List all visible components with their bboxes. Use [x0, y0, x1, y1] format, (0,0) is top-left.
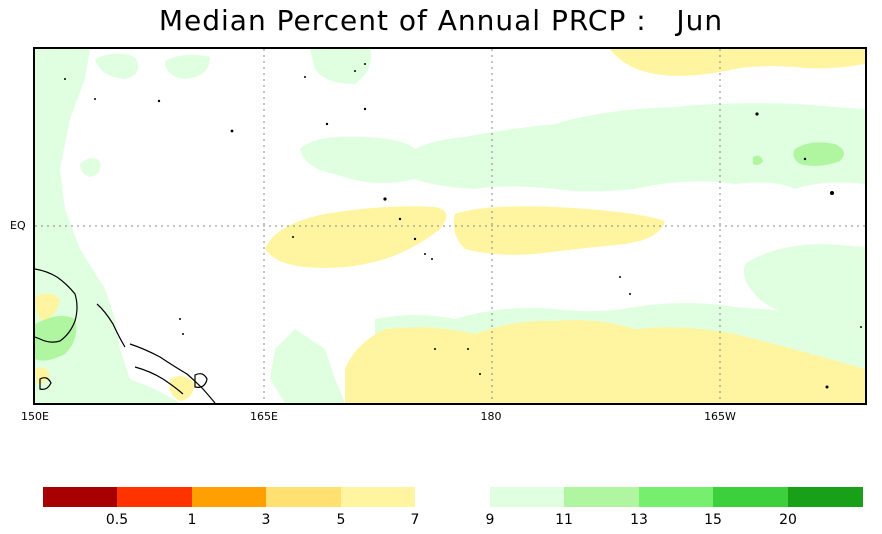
green-region-central-band — [300, 103, 865, 192]
map-title: Median Percent of Annual PRCP : Jun — [158, 4, 724, 37]
green-region-small-dot — [753, 155, 763, 165]
legend-tick-label: 1 — [187, 512, 197, 528]
legend-swatch-13-15 — [639, 487, 713, 507]
legend-swatch-7-9 — [415, 487, 490, 507]
yellow-region-south — [345, 320, 865, 403]
green-region-east-band — [743, 244, 865, 324]
legend-tick-label: 0.5 — [105, 512, 129, 528]
green-region-west-coast — [35, 49, 180, 403]
island-sw-1 — [39, 377, 52, 390]
legend-tick-label: 5 — [336, 512, 346, 528]
green-region-sw-spot — [35, 315, 77, 361]
yellow-region-sw-small3 — [35, 367, 50, 384]
legend-swatch-11-13 — [564, 487, 639, 507]
island-dots — [64, 63, 862, 389]
legend-tick-label: 11 — [555, 512, 573, 528]
yellow-region-top-east — [610, 49, 865, 76]
yellow-region-equator-west — [265, 206, 447, 268]
yellow-region-sw-small2 — [169, 375, 195, 401]
green-region-small-1 — [80, 158, 101, 177]
legend-tick-label: 20 — [779, 512, 797, 528]
legend-swatch-15-20 — [713, 487, 788, 507]
legend-tick-label: 3 — [261, 512, 271, 528]
green-region-north-tongue — [270, 329, 345, 403]
new-britain-coast — [96, 303, 126, 348]
legend-swatch-3-5 — [266, 487, 341, 507]
coastlines — [35, 268, 216, 403]
legend-tick-label: 9 — [485, 512, 495, 528]
green-region-top-blob1 — [95, 53, 139, 79]
legend-swatch-9-11 — [490, 487, 564, 507]
new-guinea-coast — [35, 268, 78, 343]
lon-label-165w: 165W — [704, 410, 736, 423]
solomons-coast — [129, 343, 216, 403]
map-panel — [33, 47, 867, 405]
graticule — [35, 49, 865, 403]
yellow-region-sw-small — [35, 293, 60, 321]
color-legend — [0, 487, 882, 507]
legend-tick-label: 13 — [630, 512, 648, 528]
green-region-east-spot — [793, 142, 844, 166]
lon-label-165e: 165E — [250, 410, 278, 423]
lon-label-150e: 150E — [21, 410, 49, 423]
legend-swatch-gt20 — [788, 487, 863, 507]
legend-tick-label: 15 — [704, 512, 722, 528]
island-guadalcanal — [194, 373, 208, 388]
legend-swatch-05-1 — [117, 487, 192, 507]
legend-swatch-lt05 — [43, 487, 117, 507]
legend-tick-label: 7 — [410, 512, 420, 528]
lon-label-180: 180 — [480, 410, 502, 423]
solomons-coast2 — [134, 366, 184, 395]
green-region-top-blob3 — [310, 49, 371, 84]
legend-swatch-5-7 — [341, 487, 415, 507]
legend-swatch-1-3 — [192, 487, 266, 507]
precip-map — [35, 49, 865, 403]
green-region-top-blob2 — [165, 54, 210, 79]
lat-label-eq: EQ — [10, 219, 26, 232]
yellow-region-equator-east — [453, 206, 665, 255]
